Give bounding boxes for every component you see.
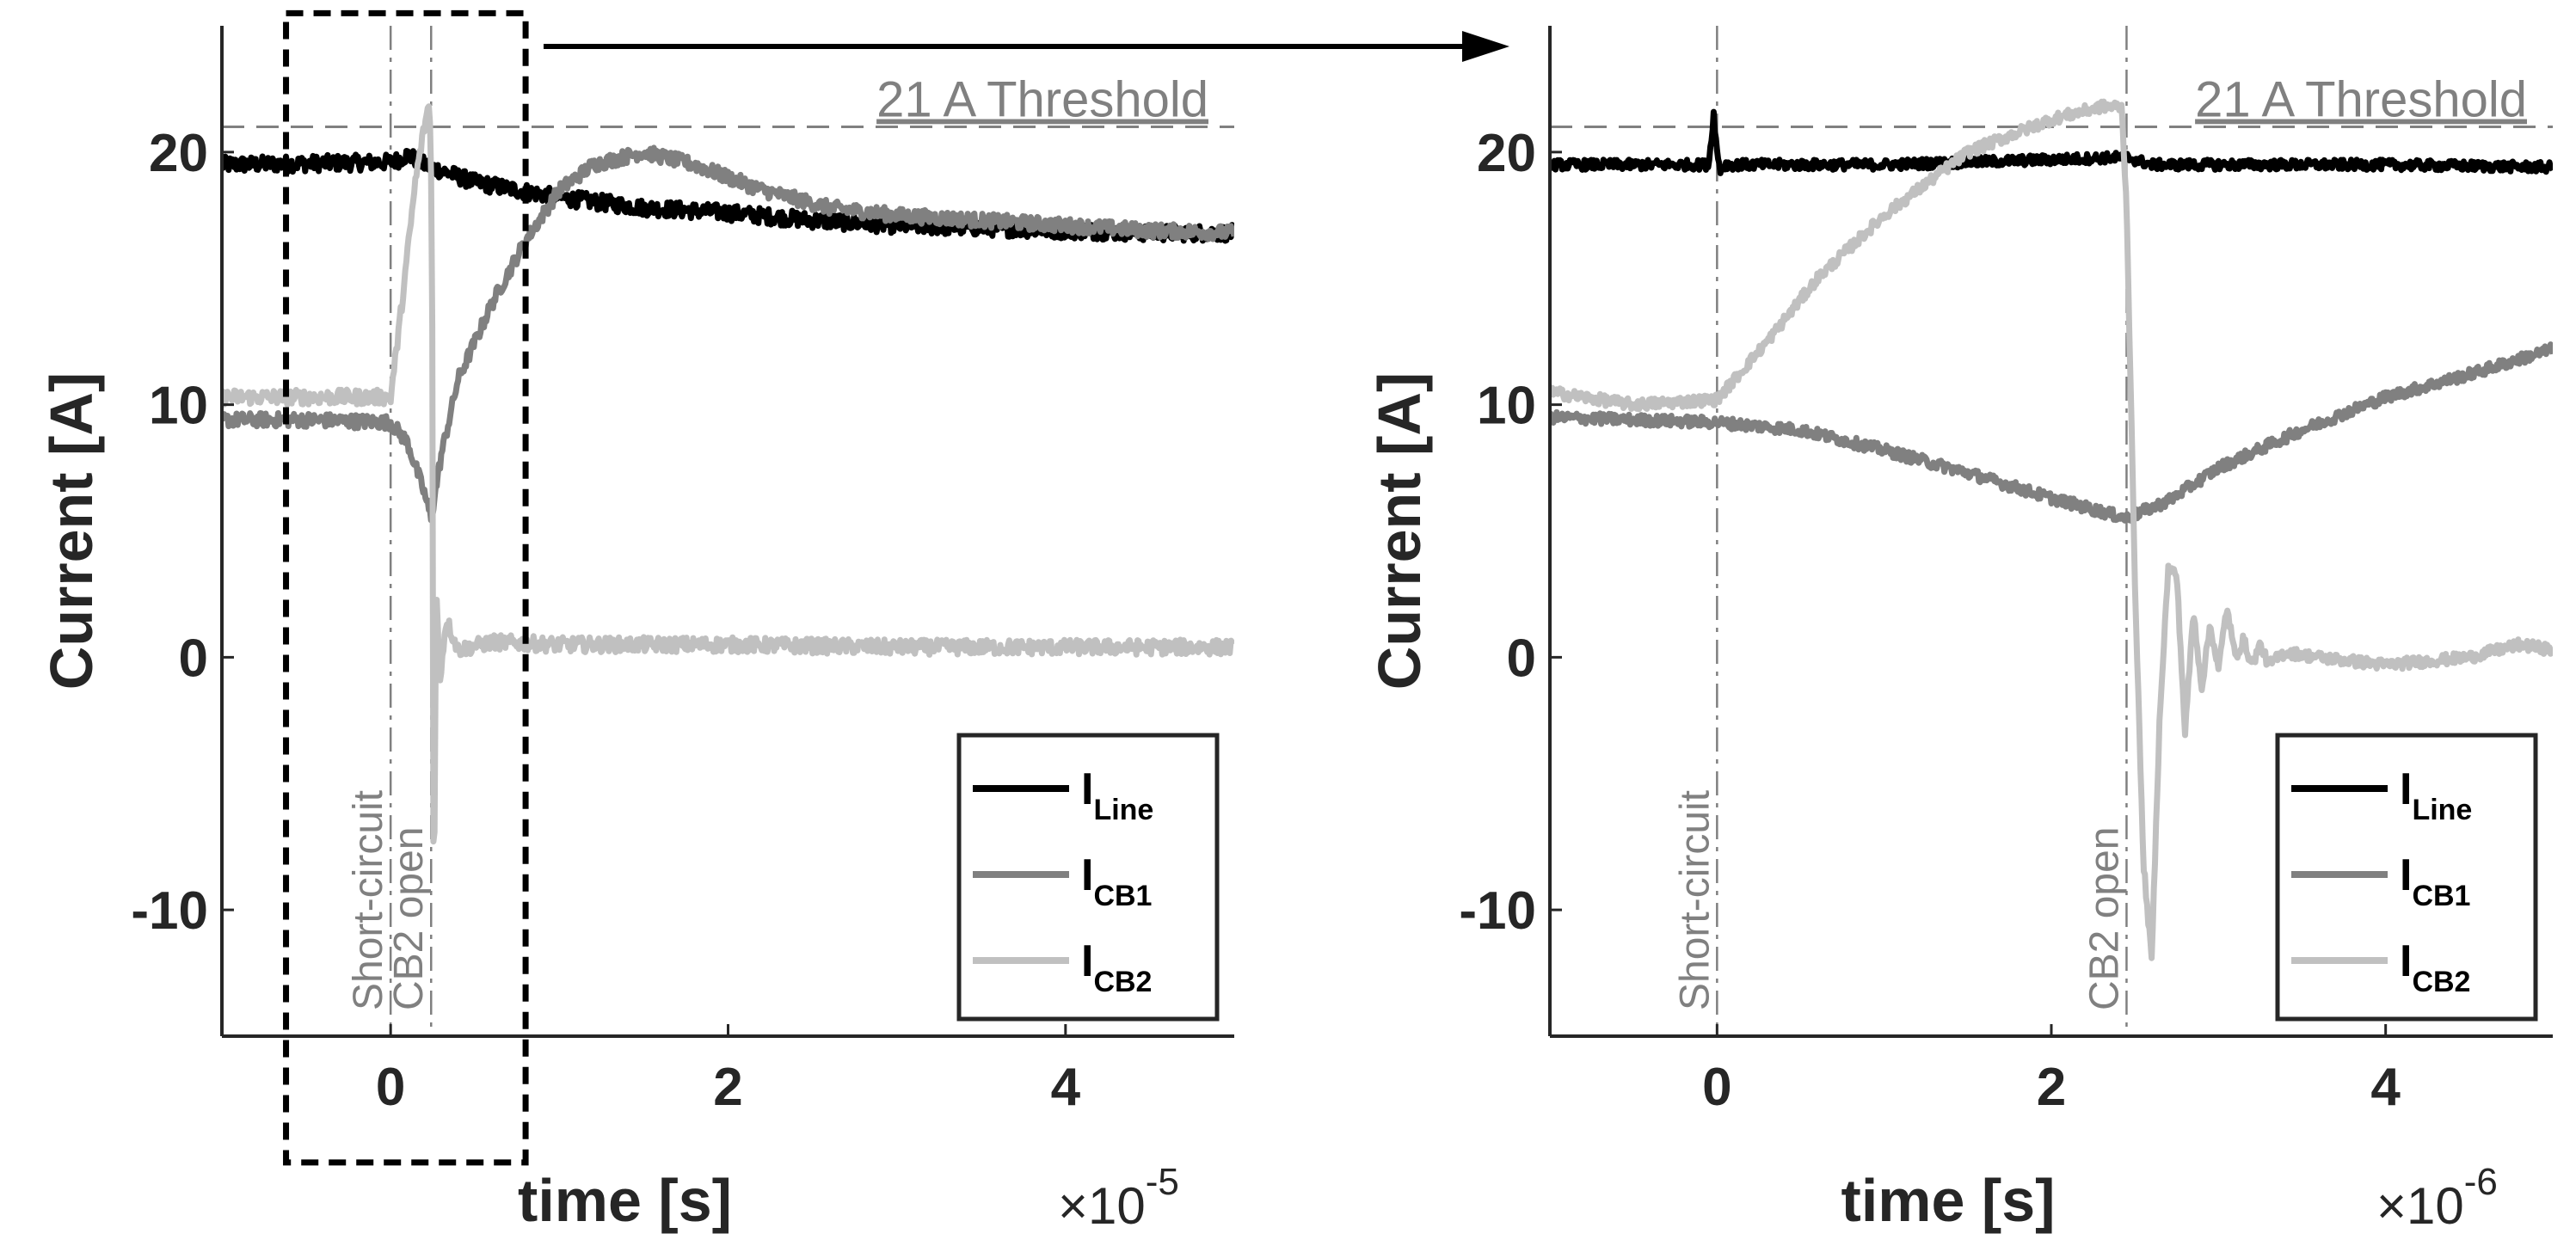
x-tick-label: 4 (1051, 1058, 1081, 1117)
y-tick-label: 20 (1477, 124, 1536, 183)
legend-subscript: CB2 (2412, 966, 2470, 998)
legend-main: I (2400, 850, 2412, 900)
multiplier-base: ×10 (2376, 1177, 2464, 1235)
series-i-cb1-line (222, 144, 1234, 524)
y-tick-label: 10 (1477, 377, 1536, 436)
y-tick-label: 10 (149, 377, 208, 436)
legend-entry-1: ICB1 (2400, 850, 2470, 912)
x-tick-label: 0 (1702, 1058, 1731, 1117)
threshold-label: 21 A Threshold (876, 72, 1208, 128)
multiplier-base: ×10 (1058, 1177, 1146, 1235)
x-tick-label: 2 (713, 1058, 742, 1117)
x-tick-label: 4 (2370, 1058, 2401, 1117)
y-tick-label: -10 (131, 881, 208, 941)
legend-subscript: Line (2412, 794, 2472, 826)
legend-subscript: CB2 (1093, 966, 1152, 998)
legend-main: I (2400, 936, 2412, 986)
x-tick-label: 2 (2037, 1058, 2066, 1117)
x-multiplier-label: ×10-5 (1058, 1161, 1179, 1235)
zoom-box (283, 9, 529, 1166)
legend-entry-2: ICB2 (1081, 936, 1152, 998)
x-axis-label: time [s] (518, 1167, 732, 1234)
legend-subscript: CB1 (2412, 880, 2470, 912)
series-group (222, 103, 1234, 845)
legend-main: I (1081, 764, 1093, 814)
multiplier-exponent: -6 (2464, 1161, 2498, 1203)
y-axis-label: Current [A] (1366, 372, 1433, 690)
legend-entry-1: ICB1 (1081, 850, 1152, 912)
right-chart-panel: 21 A Threshold Short-circuit CB2 open -10 0 1… (1366, 26, 2553, 1235)
legend-entry-0: ILine (2400, 764, 2472, 826)
short-circuit-label: Short-circuit (1672, 790, 1718, 1010)
legend-main: I (1081, 850, 1093, 900)
legend-subscript: Line (1093, 794, 1153, 826)
legend-entry-2: ICB2 (2400, 936, 2470, 998)
cb2-open-label: CB2 open (2081, 827, 2127, 1011)
series-i-cb1-line (1550, 341, 2553, 525)
y-tick-label: 0 (179, 629, 208, 688)
series-i-cb2-line (222, 103, 1234, 845)
series-i-cb2-line (1550, 98, 2553, 961)
threshold-label: 21 A Threshold (2195, 72, 2527, 128)
legend-subscript: CB1 (1093, 880, 1152, 912)
series-group (1550, 98, 2553, 961)
x-axis-label: time [s] (1841, 1167, 2056, 1234)
zoom-arrow-head (1462, 31, 1509, 62)
cb2-open-label: CB2 open (386, 827, 432, 1011)
y-tick-label: 0 (1507, 629, 1536, 688)
multiplier-exponent: -5 (1146, 1161, 1179, 1203)
x-tick-label: 0 (376, 1058, 405, 1117)
short-circuit-label: Short-circuit (346, 790, 391, 1010)
y-axis-label: Current [A] (38, 372, 105, 690)
y-tick-label: -10 (1459, 881, 1536, 941)
x-multiplier-label: ×10-6 (2376, 1161, 2498, 1235)
legend-main: I (1081, 936, 1093, 986)
y-tick-label: 20 (149, 124, 208, 183)
series-i-line-line (1550, 108, 2553, 176)
zoom-arrow (544, 31, 1509, 62)
legend-main: I (2400, 764, 2412, 814)
legend-entry-0: ILine (1081, 764, 1153, 826)
